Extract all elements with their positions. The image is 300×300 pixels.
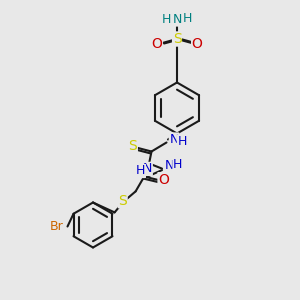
Text: S: S <box>128 139 137 153</box>
Text: S: S <box>172 32 182 46</box>
Text: H: H <box>162 13 171 26</box>
Text: Br: Br <box>50 220 64 233</box>
Text: O: O <box>158 173 169 187</box>
Text: H: H <box>173 158 182 171</box>
Text: H: H <box>136 164 146 178</box>
Text: H: H <box>177 135 187 148</box>
Text: O: O <box>152 37 162 50</box>
Text: S: S <box>118 194 127 208</box>
Text: N: N <box>169 133 179 146</box>
Text: O: O <box>192 37 203 50</box>
Text: H: H <box>183 11 192 25</box>
Text: N: N <box>143 162 152 176</box>
Text: N: N <box>172 13 182 26</box>
Text: N: N <box>165 159 174 172</box>
